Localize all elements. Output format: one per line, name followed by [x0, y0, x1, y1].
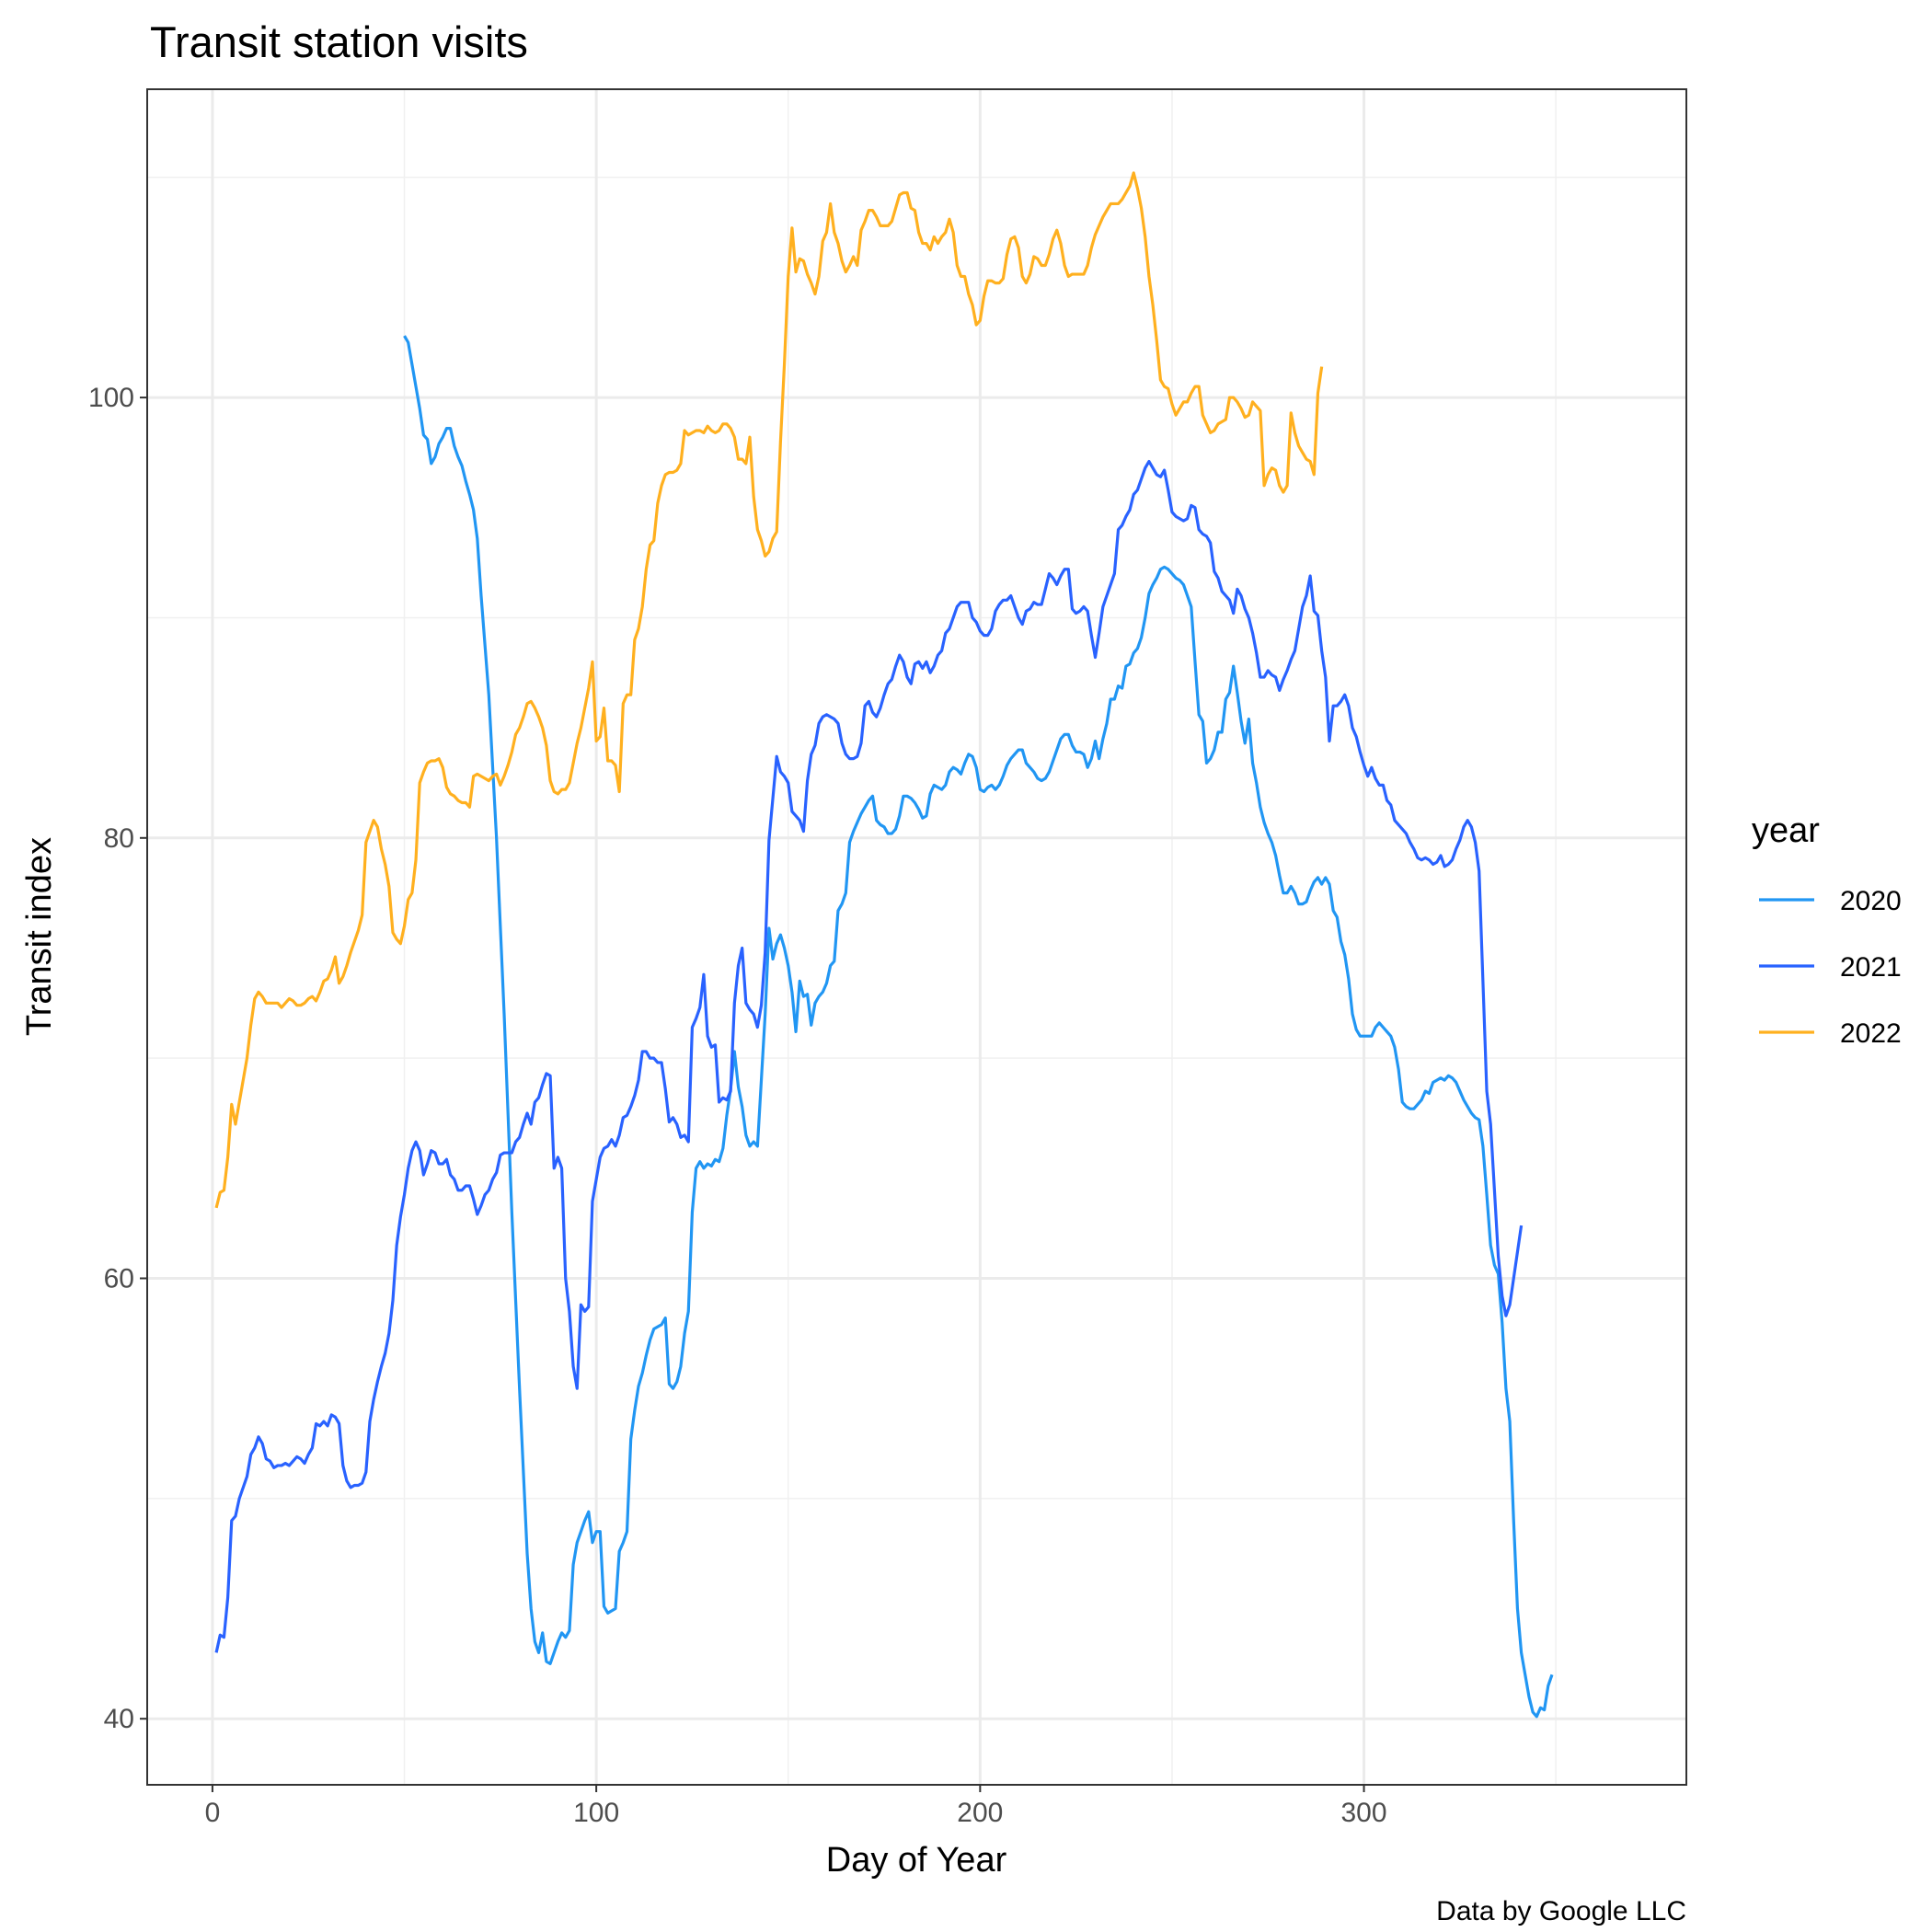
x-axis-title: Day of Year [826, 1841, 1007, 1880]
legend-label-2020: 2020 [1840, 886, 1902, 916]
plot-area [146, 88, 1687, 1786]
series-line-2020 [403, 335, 1554, 1719]
series-line-2022 [214, 171, 1324, 1209]
x-tick-label: 300 [1341, 1798, 1387, 1828]
series-lines [214, 171, 1554, 1719]
x-tick-label: 0 [205, 1798, 221, 1828]
x-axis: 0 100 200 300 [205, 1785, 1387, 1828]
legend: year 2020 2021 2022 [1752, 811, 1902, 1049]
legend-items: 2020 2021 2022 [1759, 886, 1902, 1049]
y-axis: 40 60 80 100 [88, 383, 147, 1734]
legend-title: year [1752, 811, 1820, 850]
legend-label-2021: 2021 [1840, 952, 1902, 983]
plot-panel [147, 89, 1686, 1785]
y-tick-label: 80 [104, 823, 134, 854]
grid-major [147, 89, 1686, 1785]
y-tick-label: 40 [104, 1704, 134, 1734]
x-tick-label: 100 [573, 1798, 619, 1828]
legend-label-2022: 2022 [1840, 1018, 1902, 1049]
plot-border [146, 88, 1687, 1786]
chart-caption: Data by Google LLC [1436, 1896, 1686, 1926]
y-tick-label: 60 [104, 1263, 134, 1294]
x-tick-label: 200 [957, 1798, 1003, 1828]
grid-minor [147, 89, 1686, 1785]
series-line-2021 [214, 459, 1524, 1653]
y-tick-label: 100 [88, 383, 134, 413]
chart-title: Transit station visits [150, 17, 528, 66]
y-axis-title: Transit index [20, 837, 59, 1036]
